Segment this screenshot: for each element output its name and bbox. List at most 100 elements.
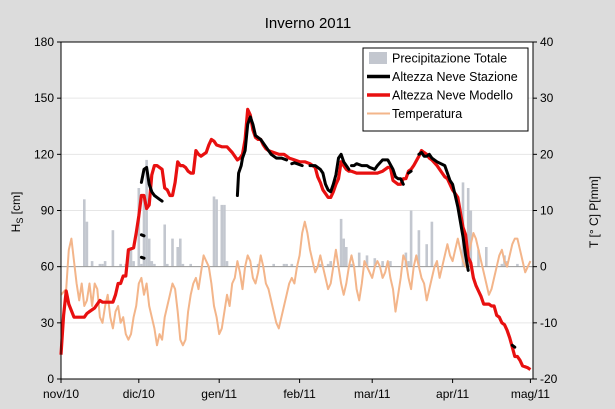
precipitation-bar — [256, 263, 260, 267]
snow-station-line — [308, 152, 351, 194]
precipitation-bar — [140, 263, 143, 267]
precipitation-bar — [129, 249, 133, 267]
precipitation-bar — [147, 238, 151, 267]
y-left-tick-label: 180 — [34, 35, 54, 49]
y-right-tick-label: 20 — [540, 147, 554, 161]
precipitation-bar — [339, 218, 343, 267]
precipitation-bar — [500, 263, 504, 267]
precipitation-bar — [85, 221, 89, 267]
legend: Precipitazione Totale Altezza Neve Stazio… — [362, 47, 529, 132]
precipitation-bar — [466, 188, 470, 267]
temperature-line — [60, 220, 532, 347]
precipitation-bar — [350, 263, 353, 267]
y-right-tick-label: -10 — [540, 316, 558, 330]
precipitation-bar — [477, 249, 480, 267]
precipitation-bar — [153, 263, 156, 267]
precipitation-bar — [342, 238, 345, 267]
y-right-tick-label: -20 — [540, 372, 558, 386]
x-tick-label: apr/11 — [436, 387, 469, 401]
snow-station-line — [139, 165, 164, 203]
precipitation-bar — [163, 224, 166, 267]
precipitation-bar — [469, 210, 473, 267]
precipitation-bar — [166, 263, 169, 267]
precipitation-bar — [282, 263, 286, 267]
precipitation-bar — [111, 230, 115, 267]
precipitation-bar — [171, 238, 174, 267]
y-axis-left-label: HS [cm] — [9, 192, 25, 233]
precipitation-bar — [430, 221, 434, 267]
legend-label: Altezza Neve Stazione — [392, 70, 518, 84]
precipitation-bar — [409, 210, 413, 267]
precipitation-bar — [329, 261, 332, 267]
y-right-tick-label: 0 — [540, 260, 547, 274]
legend-box — [362, 47, 529, 132]
snow-station-line — [510, 343, 517, 349]
legend-label: Altezza Neve Modello — [392, 89, 513, 103]
legend-label: Temperatura — [392, 107, 462, 121]
precipitation-bar — [119, 263, 122, 267]
precipitation-bar — [189, 263, 192, 267]
precipitation-bar — [150, 261, 154, 267]
y-axis-right-label: T [° C] P[mm] — [587, 176, 601, 248]
precipitation-bar — [90, 261, 94, 267]
snow-model-line — [59, 107, 532, 371]
precipitation-bar — [389, 261, 392, 267]
precipitation-bar — [225, 261, 229, 267]
precipitation-bar — [83, 199, 86, 267]
precipitation-bar — [181, 263, 185, 267]
precipitation-bar — [220, 204, 224, 267]
precipitation-bar — [137, 188, 141, 267]
y-left-tick-label: 30 — [41, 316, 55, 330]
precipitation-bar — [407, 261, 410, 267]
y-left-tick-label: 150 — [34, 91, 54, 105]
y-left-tick-label: 120 — [34, 147, 54, 161]
precipitation-bar — [212, 196, 216, 267]
data-lines — [59, 107, 532, 371]
precipitation-bar — [272, 263, 275, 267]
x-tick-label: gen/11 — [201, 387, 237, 401]
precipitation-bar — [285, 263, 288, 267]
precipitation-bar — [290, 263, 294, 267]
precipitation-bar — [319, 263, 322, 267]
precipitation-bar — [142, 199, 146, 267]
y-right-tick-label: 10 — [540, 204, 554, 218]
precipitation-bar — [417, 230, 421, 267]
precipitation-bar — [357, 252, 361, 267]
y-left-tick-label: 60 — [41, 260, 55, 274]
precipitation-bar — [215, 199, 218, 267]
x-axis-ticks: nov/10 dic/10 gen/11 feb/11 mar/11 apr/11 mag/… — [43, 379, 550, 401]
snow-station-line — [139, 255, 146, 260]
precipitation-bar — [179, 238, 182, 267]
precipitation-bar — [101, 263, 104, 267]
precipitation-bar — [223, 204, 226, 267]
precipitation-bar — [381, 261, 384, 267]
legend-precip-swatch — [369, 52, 387, 64]
precipitation-bar — [345, 247, 348, 267]
snow-station-line — [417, 151, 470, 272]
precipitation-bar — [145, 159, 148, 267]
precipitation-bar — [98, 263, 102, 267]
chart-title: Inverno 2011 — [265, 15, 351, 32]
y-right-tick-label: 40 — [540, 35, 554, 49]
precipitation-bar — [425, 244, 428, 267]
precipitation-bar — [373, 258, 377, 267]
y-left-tick-label: 90 — [41, 204, 55, 218]
snow-station-line — [139, 233, 146, 238]
snow-station-line — [290, 161, 304, 168]
precipitation-bar — [326, 263, 330, 267]
legend-label: Precipitazione Totale — [392, 52, 507, 66]
y-right-tick-label: 30 — [540, 91, 554, 105]
precipitation-bar — [132, 261, 135, 267]
snow-station-line — [350, 158, 405, 186]
left-axis-ticks: 0 30 60 90 120 150 180 — [34, 35, 61, 386]
precipitation-bar — [365, 255, 369, 267]
x-tick-label: mar/11 — [354, 387, 391, 401]
precipitation-bar — [103, 261, 107, 267]
precipitation-bar — [516, 263, 519, 267]
y-left-tick-label: 0 — [47, 372, 54, 386]
precipitation-bar — [485, 247, 488, 267]
precipitation-bar — [176, 247, 179, 267]
x-tick-label: dic/10 — [123, 387, 155, 401]
snow-station-line — [407, 169, 413, 175]
